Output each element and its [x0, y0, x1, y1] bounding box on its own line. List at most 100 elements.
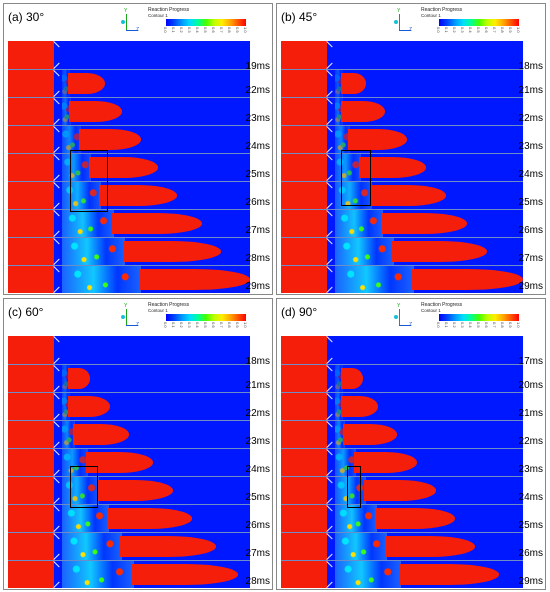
time-frame [8, 392, 250, 420]
panel-4: (d) 90° Y Z Reaction Progress Contour 1 0.0 0.… [276, 298, 546, 590]
time-label: 23ms [518, 141, 543, 152]
obstacle-notch [54, 365, 60, 392]
colorbar-tick: 0.6 [484, 27, 489, 33]
burned-region [8, 98, 54, 125]
highlight-box [70, 150, 108, 212]
colorbar-tick: 0.1 [171, 27, 176, 33]
time-frame [8, 420, 250, 448]
obstacle-notch [327, 41, 333, 69]
colorbar-tick: 0.0 [436, 27, 441, 33]
obstacle-notch [327, 182, 333, 209]
flame-front [364, 480, 436, 501]
highlight-box [347, 466, 361, 508]
mixing-zone [62, 210, 115, 237]
obstacle-notch [327, 421, 333, 448]
obstacle-notch [54, 421, 60, 448]
obstacle-notch [327, 336, 333, 364]
axis-y-label: Y [124, 8, 128, 14]
colorbar-ticks: 0.0 0.1 0.2 0.3 0.4 0.5 0.6 0.7 0.8 0.9 1.0 [163, 27, 248, 39]
legend-title: Reaction Progress [421, 7, 463, 13]
flame-front [412, 269, 523, 290]
burned-region [281, 238, 327, 265]
obstacle-notch [327, 561, 333, 588]
time-frame [8, 237, 250, 265]
time-frame [8, 265, 250, 293]
obstacle-notch [327, 70, 333, 97]
colorbar-tick: 0.2 [452, 27, 457, 33]
time-label: 27ms [245, 225, 270, 236]
time-label: 29ms [518, 576, 543, 587]
time-label: 28ms [245, 576, 270, 587]
mixing-zone [335, 561, 401, 588]
obstacle-notch [54, 477, 60, 504]
obstacle-notch [54, 154, 60, 181]
time-label: 26ms [518, 548, 543, 559]
time-label: 29ms [245, 281, 270, 292]
time-frame [281, 504, 523, 532]
mixing-zone [62, 477, 99, 504]
axis-z-label: Z [136, 322, 140, 328]
colorbar-tick: 0.7 [492, 322, 497, 328]
contour-field [281, 336, 523, 588]
time-frame [8, 153, 250, 181]
time-frame [281, 125, 523, 153]
burned-region [281, 336, 327, 364]
flame-front [96, 480, 173, 501]
colorbar-ticks: 0.0 0.1 0.2 0.3 0.4 0.5 0.6 0.7 0.8 0.9 1.0 [436, 322, 521, 334]
obstacle-notch [54, 393, 60, 420]
colorbar [166, 19, 246, 26]
flame-front [374, 508, 456, 529]
flame-front [369, 185, 446, 206]
time-label: 27ms [518, 253, 543, 264]
flame-front [342, 424, 398, 445]
burned-region [281, 561, 327, 588]
obstacle-notch [327, 449, 333, 476]
obstacle-notch [54, 336, 60, 364]
time-frame [8, 560, 250, 588]
time-frame [8, 181, 250, 209]
time-label: 29ms [518, 281, 543, 292]
burned-region [8, 182, 54, 209]
obstacle-notch [327, 126, 333, 153]
colorbar-tick: 0.8 [227, 322, 232, 328]
colorbar-tick: 0.5 [203, 322, 208, 328]
burned-region [281, 70, 327, 97]
time-frame [8, 476, 250, 504]
time-frame [281, 153, 523, 181]
time-label: 18ms [245, 356, 270, 367]
obstacle-notch [54, 126, 60, 153]
time-label: 21ms [518, 85, 543, 96]
colorbar-tick: 0.1 [444, 322, 449, 328]
obstacle-notch [327, 533, 333, 560]
obstacle-notch [327, 365, 333, 392]
colorbar-tick: 0.4 [468, 322, 473, 328]
mixing-zone [62, 365, 70, 392]
mixing-zone [335, 393, 343, 420]
legend-title: Reaction Progress [421, 302, 463, 308]
time-frame [8, 125, 250, 153]
time-label: 25ms [245, 492, 270, 503]
flame-front [68, 368, 91, 389]
time-frame [8, 69, 250, 97]
time-label: 26ms [245, 197, 270, 208]
colorbar-legend: Reaction Progress Contour 1 0.0 0.1 0.2 0.3 0.… [134, 8, 248, 40]
time-label: 27ms [245, 548, 270, 559]
colorbar-legend: Reaction Progress Contour 1 0.0 0.1 0.2 0.3 0.… [407, 302, 521, 335]
colorbar-tick: 0.8 [500, 322, 505, 328]
flame-front [353, 452, 417, 473]
flame-front [68, 396, 110, 417]
contour-field [281, 41, 523, 293]
mixing-zone [62, 70, 70, 97]
time-frame [8, 209, 250, 237]
time-frame [281, 364, 523, 392]
mixing-zone [62, 98, 71, 125]
mixing-zone [335, 449, 356, 476]
axis-z-label: Z [136, 27, 140, 33]
obstacle-notch [327, 210, 333, 237]
flame-front [341, 73, 366, 94]
time-label: 21ms [518, 408, 543, 419]
time-label: 23ms [518, 464, 543, 475]
flame-front [88, 157, 159, 178]
colorbar-tick: 0.2 [179, 322, 184, 328]
